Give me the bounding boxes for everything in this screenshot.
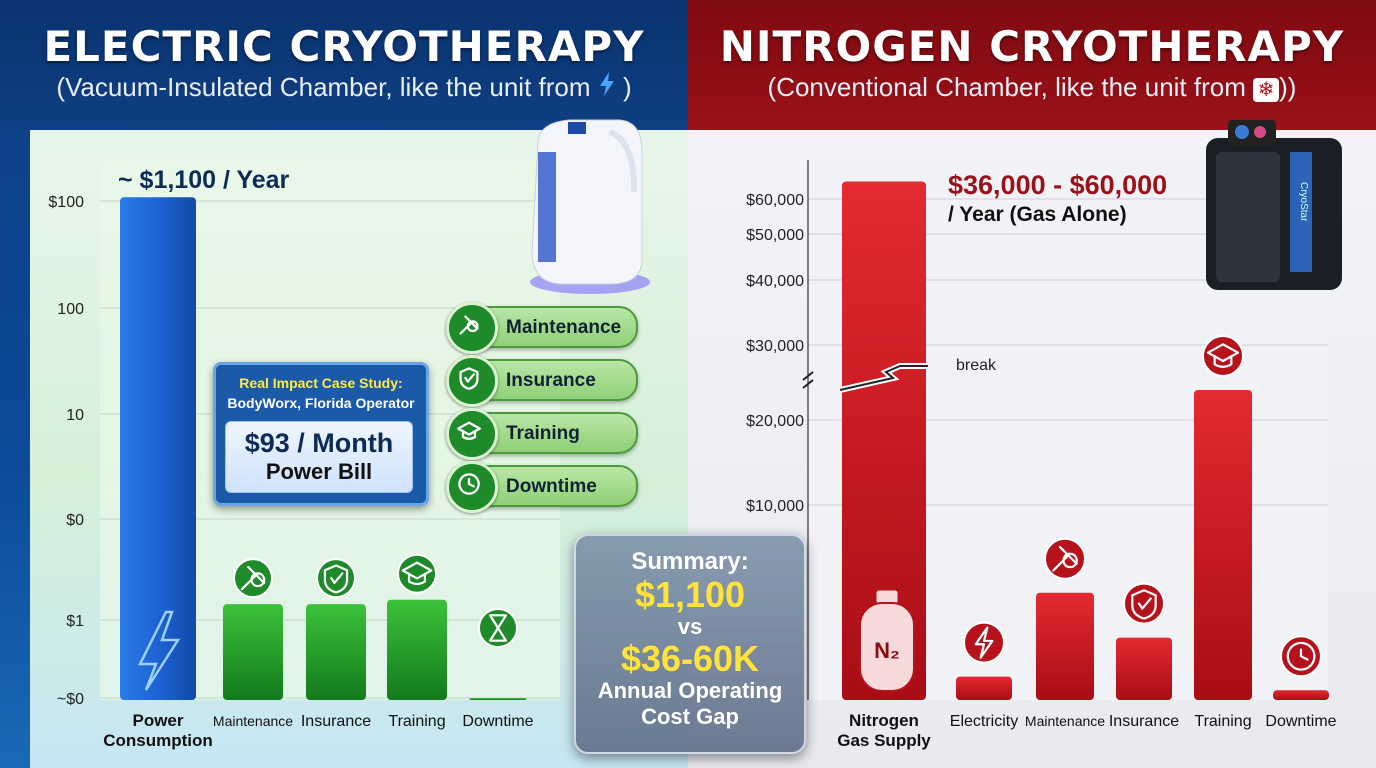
electric-bar-downtime (469, 698, 527, 700)
pill-label: Downtime (506, 476, 597, 497)
electric-y-tick-label: $1 (66, 613, 84, 630)
summary-vs: vs (677, 614, 703, 639)
graduation-cap-icon (446, 408, 498, 460)
nitrogen-category-label: Downtime (1265, 713, 1336, 730)
graduation-cap-icon (1202, 335, 1244, 377)
pill-label: Insurance (506, 370, 596, 391)
electric-chamber-image (530, 119, 650, 294)
summary-description-line1: Annual Operating (597, 678, 783, 703)
pill-label: Training (506, 423, 580, 444)
nitrogen-subtitle-end: )) (1279, 72, 1297, 102)
nitrogen-headline: $36,000 - $60,000 (948, 170, 1168, 200)
pill-maintenance: Maintenance (446, 302, 638, 354)
nitrogen-y-tick-label: $40,000 (746, 273, 804, 290)
pill-label: Maintenance (506, 317, 622, 338)
case-study-description: Power Bill (265, 459, 373, 484)
hourglass-icon (478, 608, 518, 648)
case-study-box: Real Impact Case Study: BodyWorx, Florid… (213, 362, 429, 506)
shield-icon (316, 558, 356, 599)
case-study-subheading: BodyWorx, Florida Operator (227, 395, 415, 411)
electric-title: ELECTRIC CRYOTHERAPY (43, 22, 645, 71)
axis-break-label: break (956, 357, 997, 374)
nitrogen-y-tick-label: $30,000 (746, 338, 804, 355)
svg-text:CryoStar: CryoStar (1298, 182, 1309, 222)
pill-insurance: Insurance (446, 355, 638, 407)
lightning-icon (963, 621, 1005, 664)
clock-icon (446, 461, 498, 513)
electric-subtitle-text: (Vacuum-Insulated Chamber, like the unit… (56, 72, 591, 102)
axis-break-mark (802, 371, 814, 389)
electric-bar-training (387, 599, 447, 700)
electric-category-label: Downtime (462, 713, 533, 730)
electric-header: ELECTRIC CRYOTHERAPY (Vacuum-Insulated C… (0, 0, 688, 130)
nitrogen-category-label: Insurance (1109, 713, 1179, 730)
nitrogen-category-label: Gas Supply (837, 731, 931, 750)
nitrogen-y-tick-label: $20,000 (746, 413, 804, 430)
electric-category-label: Consumption (103, 731, 213, 750)
nitrogen-bar-nitrogen-gas-supply (842, 181, 926, 700)
nitrogen-bar-electricity (956, 676, 1012, 700)
wrench-icon (233, 558, 273, 599)
electric-y-tick-label: ~$0 (57, 691, 84, 708)
summary-description-line2: Cost Gap (641, 704, 739, 729)
nitrogen-bar-downtime (1273, 690, 1329, 700)
nitrogen-subtitle-text: (Conventional Chamber, like the unit fro… (767, 72, 1246, 102)
lightning-icon (137, 610, 181, 691)
wrench-icon (446, 302, 498, 354)
nitrogen-cylinder-icon: N₂ (859, 589, 915, 692)
shield-icon (446, 355, 498, 407)
svg-text:N₂: N₂ (874, 638, 900, 663)
nitrogen-title: NITROGEN CRYOTHERAPY (719, 22, 1345, 71)
electric-y-tick-label: 100 (57, 301, 84, 318)
nitrogen-y-tick-label: $10,000 (746, 498, 804, 515)
pill-downtime: Downtime (446, 461, 638, 513)
nitrogen-category-label: Electricity (950, 713, 1018, 730)
nitrogen-bar-insurance (1116, 637, 1172, 700)
electric-headline: ~ $1,100 / Year (118, 166, 290, 194)
nitrogen-bar-training (1194, 390, 1252, 700)
case-study-card: $93 / Month Power Bill (225, 421, 413, 493)
electric-category-label: Training (388, 713, 445, 730)
electric-y-tick-label: $0 (66, 512, 84, 529)
electric-y-tick-label: 10 (66, 407, 84, 424)
nitrogen-bar-maintenance (1036, 592, 1094, 700)
nitrogen-header: NITROGEN CRYOTHERAPY (Conventional Chamb… (688, 0, 1376, 130)
summary-heading: Summary: (631, 548, 749, 575)
electric-subtitle-end: ) (623, 72, 632, 102)
electric-bar-power-consumption (120, 197, 196, 701)
electric-category-label: Maintenance (213, 713, 293, 729)
clock-icon (1280, 635, 1322, 678)
electric-category-label: Insurance (301, 713, 371, 730)
electric-subtitle: (Vacuum-Insulated Chamber, like the unit… (0, 72, 688, 103)
summary-box: Summary: $1,100 vs $36-60K Annual Operat… (574, 534, 806, 754)
electric-bar-maintenance (223, 604, 283, 700)
electric-cryotherapy-section: ELECTRIC CRYOTHERAPY (Vacuum-Insulated C… (0, 0, 688, 768)
nitrogen-y-tick-label: $60,000 (746, 192, 804, 209)
nitrogen-category-label: Training (1194, 713, 1251, 730)
summary-value-nitrogen: $36-60K (620, 638, 760, 679)
case-study-heading: Real Impact Case Study: (239, 375, 403, 391)
nitrogen-subtitle: (Conventional Chamber, like the unit fro… (688, 72, 1376, 103)
lightning-icon (598, 72, 623, 102)
pill-training: Training (446, 408, 638, 460)
summary-value-electric: $1,100 (634, 574, 746, 615)
snowflake-icon: ❄ (1253, 78, 1280, 102)
case-study-amount: $93 / Month (244, 428, 394, 458)
nitrogen-y-tick-label: $50,000 (746, 227, 804, 244)
electric-y-tick-label: $100 (48, 194, 84, 211)
nitrogen-chamber-image: CryoStar (1206, 120, 1342, 290)
graduation-cap-icon (397, 553, 437, 594)
electric-bar-insurance (306, 604, 366, 700)
nitrogen-category-label: Nitrogen (849, 711, 919, 730)
nitrogen-headline-sub: / Year (Gas Alone) (948, 203, 1127, 226)
wrench-icon (1044, 537, 1086, 580)
shield-icon (1123, 582, 1165, 625)
nitrogen-category-label: Maintenance (1025, 713, 1105, 729)
electric-category-label: Power (132, 711, 183, 730)
